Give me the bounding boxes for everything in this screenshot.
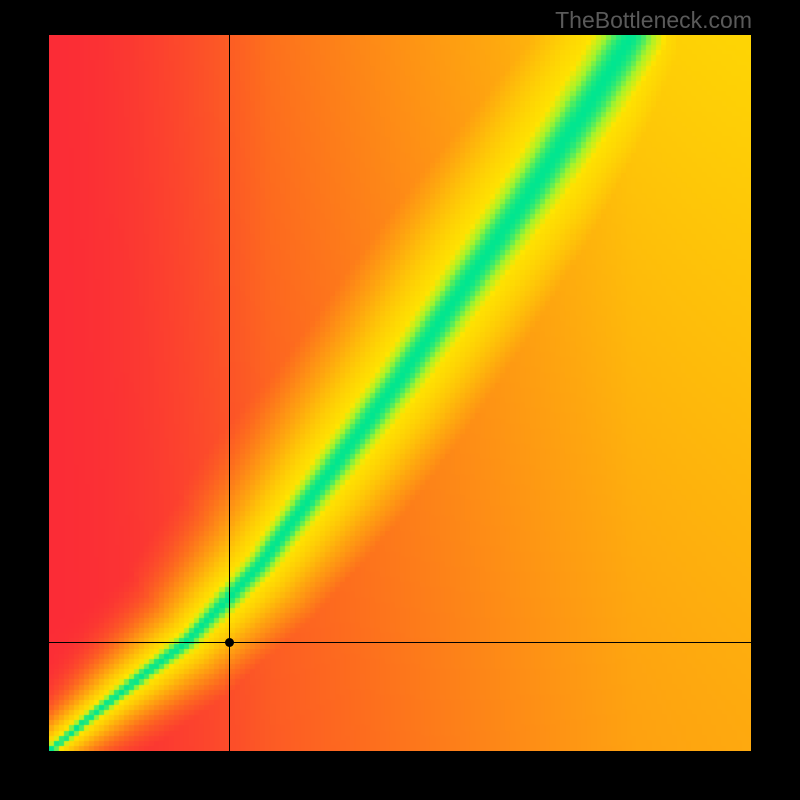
watermark-label: TheBottleneck.com [555, 7, 752, 34]
data-point-marker [225, 638, 234, 647]
crosshair-horizontal [49, 642, 751, 643]
bottleneck-heatmap [49, 35, 751, 751]
